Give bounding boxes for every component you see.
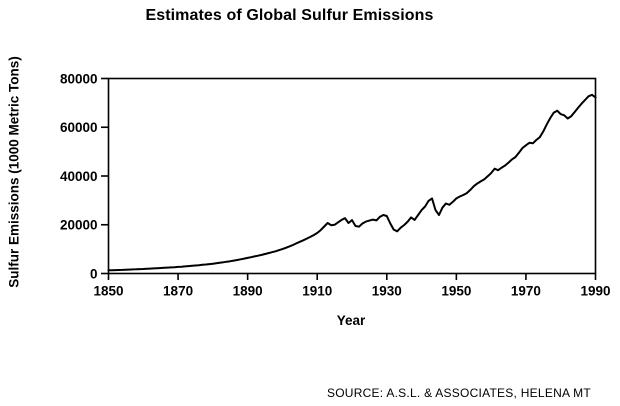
x-tick-label: 1970 <box>511 284 541 299</box>
x-tick-label: 1870 <box>163 284 193 299</box>
y-tick-label: 20000 <box>60 218 98 233</box>
x-tick-label: 1930 <box>372 284 402 299</box>
y-tick-label: 40000 <box>60 169 98 184</box>
chart-title: Estimates of Global Sulfur Emissions <box>145 7 434 24</box>
y-tick-label: 0 <box>90 266 98 281</box>
x-axis-label: Year <box>336 313 366 328</box>
x-tick-label: 1850 <box>93 284 123 299</box>
x-tick-label: 1890 <box>233 284 263 299</box>
y-tick-label: 80000 <box>60 71 98 86</box>
y-axis-label: Sulfur Emissions (1000 Metric Tons) <box>6 56 22 288</box>
x-tick-label: 1950 <box>441 284 471 299</box>
source-note: SOURCE: A.S.L. & ASSOCIATES, HELENA MT <box>326 386 591 400</box>
x-tick-label: 1990 <box>580 284 610 299</box>
emissions-line <box>107 93 597 272</box>
plot-frame <box>107 77 597 275</box>
y-tick-label: 60000 <box>60 120 98 135</box>
x-tick-label: 1910 <box>302 284 332 299</box>
